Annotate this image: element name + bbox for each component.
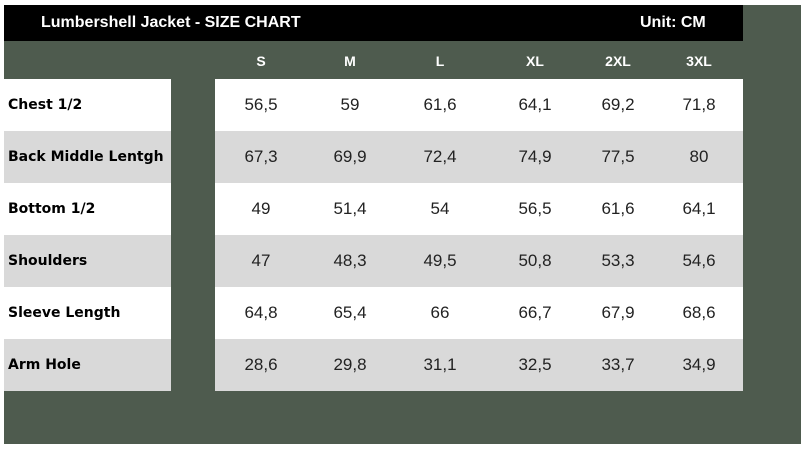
cell-value: 29,8 [333,355,367,374]
table-row: 67,3 69,9 72,4 74,9 77,5 80 [215,131,743,183]
cell-value: 66,7 [518,303,552,322]
cell-value: 49 [251,199,271,218]
table-row: 49 51,4 54 56,5 61,6 64,1 [215,183,743,235]
table-row: 56,5 59 61,6 64,1 69,2 71,8 [215,79,743,131]
row-label-back-length: Back Middle Lentgh [4,131,171,183]
cell-value: 28,6 [244,355,278,374]
cell-value: 56,5 [244,95,278,114]
cell-value: 49,5 [423,251,457,270]
size-header-l: L [435,53,445,69]
cell-value: 64,8 [244,303,278,322]
cell-value: 61,6 [601,199,635,218]
size-header-xl: XL [526,53,544,69]
size-header-3xl: 3XL [686,53,712,69]
cell-value: 54 [430,199,450,218]
cell-value: 51,4 [333,199,367,218]
cell-value: 32,5 [518,355,552,374]
cell-value: 64,1 [518,95,552,114]
cell-value: 68,6 [682,303,716,322]
chart-title: Lumbershell Jacket - SIZE CHART [41,14,301,31]
cell-value: 72,4 [423,147,457,166]
unit-label: Unit: CM [640,14,706,31]
cell-value: 53,3 [601,251,635,270]
cell-value: 34,9 [682,355,716,374]
cell-value: 47 [251,251,271,270]
cell-value: 69,2 [601,95,635,114]
size-header-2xl: 2XL [605,53,631,69]
cell-value: 33,7 [601,355,635,374]
row-label-shoulders: Shoulders [4,235,171,287]
size-header-m: M [344,53,356,69]
cell-value: 59 [340,95,360,114]
table-row: 47 48,3 49,5 50,8 53,3 54,6 [215,235,743,287]
cell-value: 74,9 [518,147,552,166]
table-row: 28,6 29,8 31,1 32,5 33,7 34,9 [215,339,743,391]
row-label-bottom: Bottom 1/2 [4,183,171,235]
cell-value: 50,8 [518,251,552,270]
cell-value: 31,1 [423,355,457,374]
table-row: 64,8 65,4 66 66,7 67,9 68,6 [215,287,743,339]
row-label-chest: Chest 1/2 [4,79,171,131]
cell-value: 65,4 [333,303,367,322]
cell-value: 67,3 [244,147,278,166]
row-label-sleeve-length: Sleeve Length [4,287,171,339]
cell-value: 69,9 [333,147,367,166]
row-label-arm-hole: Arm Hole [4,339,171,391]
cell-value: 48,3 [333,251,367,270]
title-bar [4,5,743,41]
cell-value: 80 [689,147,709,166]
cell-value: 61,6 [423,95,457,114]
cell-value: 54,6 [682,251,716,270]
size-header-s: S [256,53,266,69]
cell-value: 64,1 [682,199,716,218]
cell-value: 66 [430,303,450,322]
cell-value: 56,5 [518,199,552,218]
cell-value: 77,5 [601,147,635,166]
cell-value: 71,8 [682,95,716,114]
cell-value: 67,9 [601,303,635,322]
